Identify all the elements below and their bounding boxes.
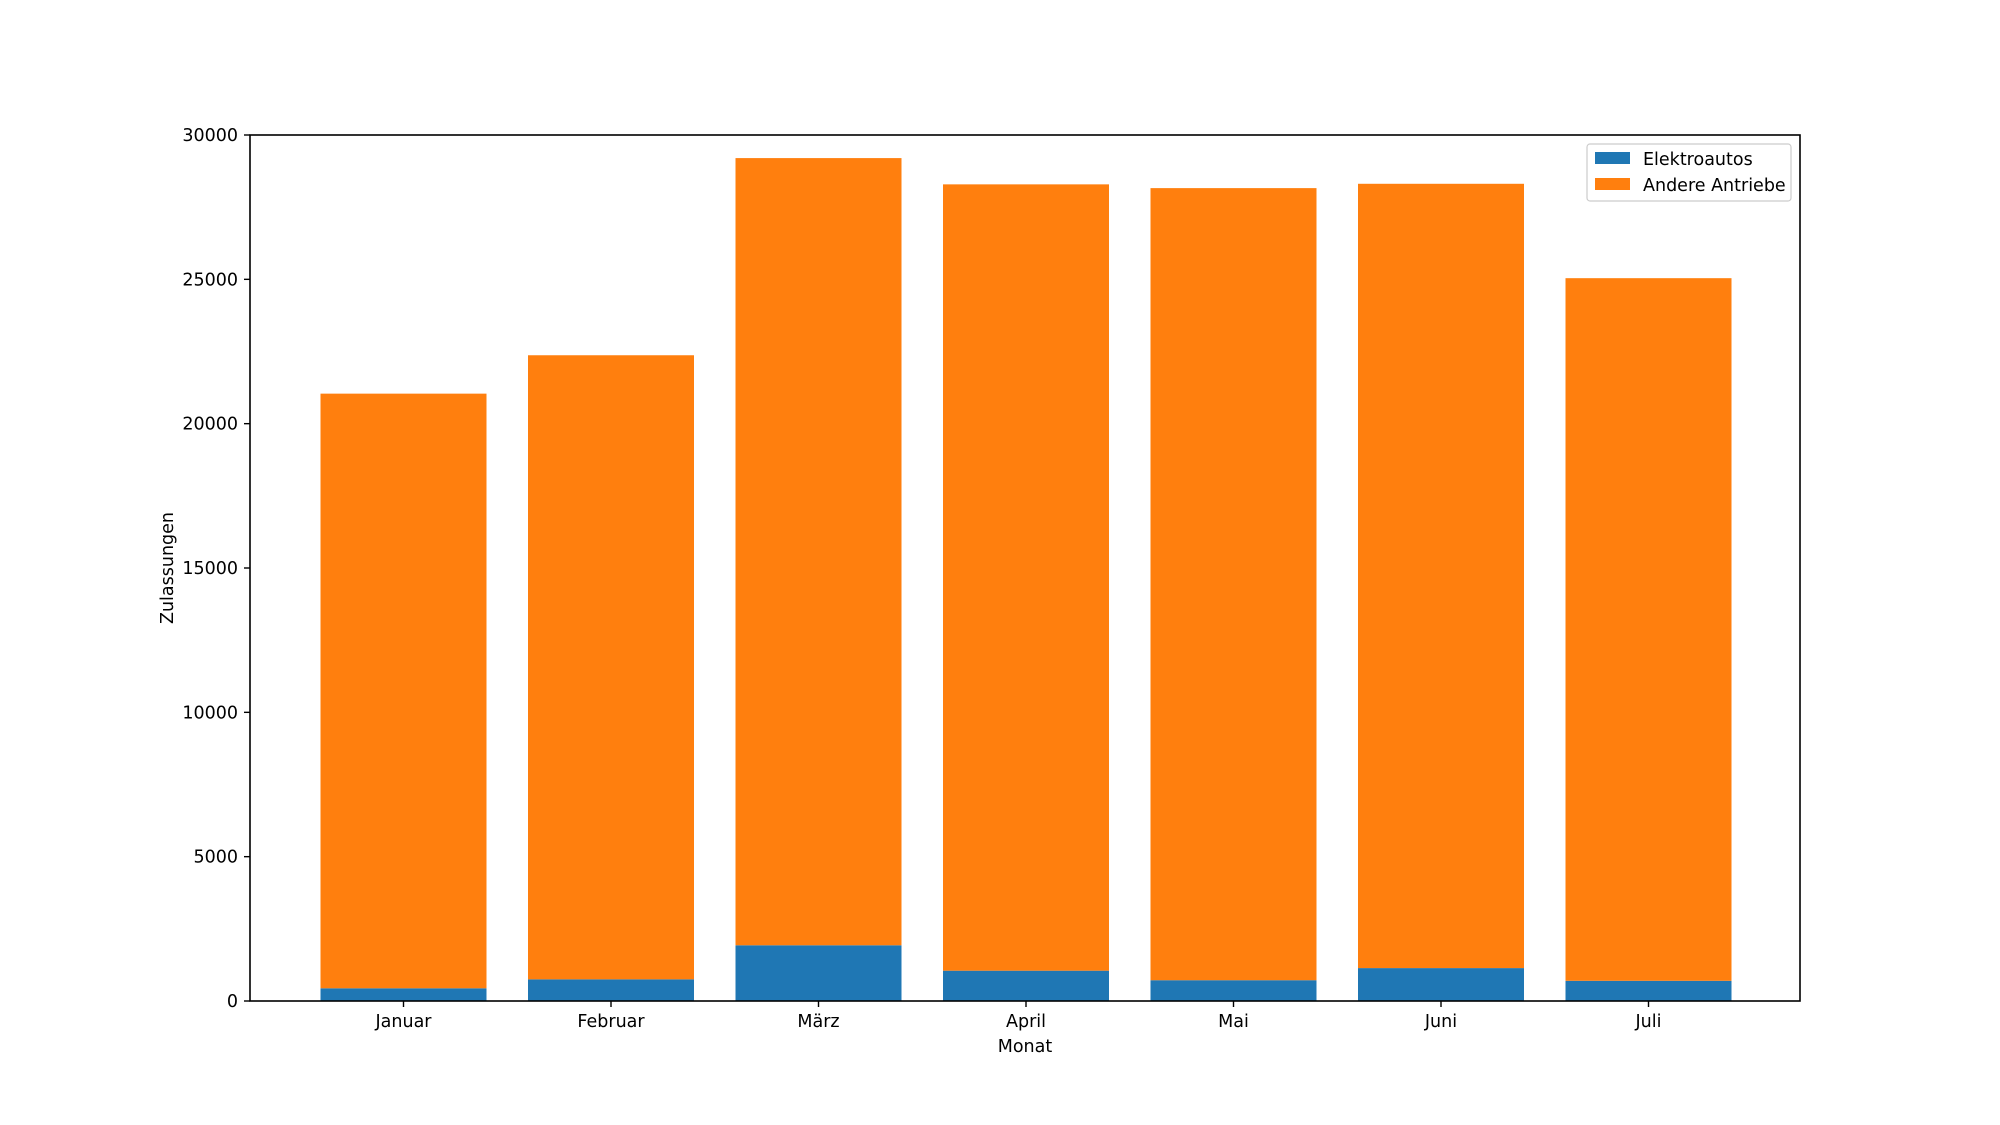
y-tick-label: 25000	[182, 270, 238, 290]
legend-frame	[1586, 143, 1792, 202]
bar-elektroautos-maerz	[735, 945, 902, 1001]
bar-elektroautos-juli	[1565, 980, 1732, 1001]
y-tick-label: 5000	[193, 848, 238, 868]
x-tick-label-juni: Juni	[1424, 1012, 1457, 1032]
y-tick-label: 30000	[182, 126, 238, 146]
y-axis-title: Zulassungen	[158, 512, 178, 624]
y-tick-label: 15000	[182, 559, 238, 579]
bar-elektroautos-februar	[528, 979, 694, 1001]
bar-andere-antriebe-januar	[320, 393, 487, 989]
x-axis-title: Monat	[998, 1037, 1053, 1057]
bar-elektroautos-mai	[1150, 980, 1317, 1001]
x-tick-label-mai: Mai	[1218, 1012, 1249, 1032]
bar-andere-antriebe-juni	[1358, 183, 1524, 969]
bar-elektroautos-juni	[1358, 968, 1524, 1001]
x-tick-label-januar: Januar	[375, 1012, 433, 1032]
y-tick-label: 20000	[182, 415, 238, 435]
legend-swatch-elektroautos	[1595, 152, 1630, 164]
bar-andere-antriebe-februar	[528, 355, 694, 980]
bar-andere-antriebe-april	[943, 184, 1109, 971]
bar-andere-antriebe-maerz	[735, 158, 902, 946]
y-tick-label: 0	[227, 992, 238, 1012]
x-tick-label-juli: Juli	[1635, 1012, 1662, 1032]
bar-andere-antriebe-juli	[1565, 278, 1732, 981]
x-tick-label-maerz: März	[797, 1012, 839, 1032]
bar-elektroautos-januar	[320, 988, 487, 1001]
legend: Elektroautos Andere Antriebe	[1586, 143, 1792, 202]
x-tick-label-februar: Februar	[577, 1012, 645, 1032]
bar-andere-antriebe-mai	[1150, 188, 1317, 981]
bar-elektroautos-april	[943, 970, 1109, 1001]
x-tick-label-april: April	[1006, 1012, 1046, 1032]
y-axis: 0 5000 10000 15000 20000 25000 30000	[182, 126, 250, 1012]
bars-layer	[320, 158, 1732, 1001]
legend-swatch-andere-antriebe	[1595, 178, 1630, 190]
legend-label-andere-antriebe: Andere Antriebe	[1643, 176, 1786, 196]
y-tick-label: 10000	[182, 703, 238, 723]
x-axis: Januar Februar März April Mai Juni Juli	[375, 1001, 1662, 1032]
legend-label-elektroautos: Elektroautos	[1643, 150, 1753, 170]
